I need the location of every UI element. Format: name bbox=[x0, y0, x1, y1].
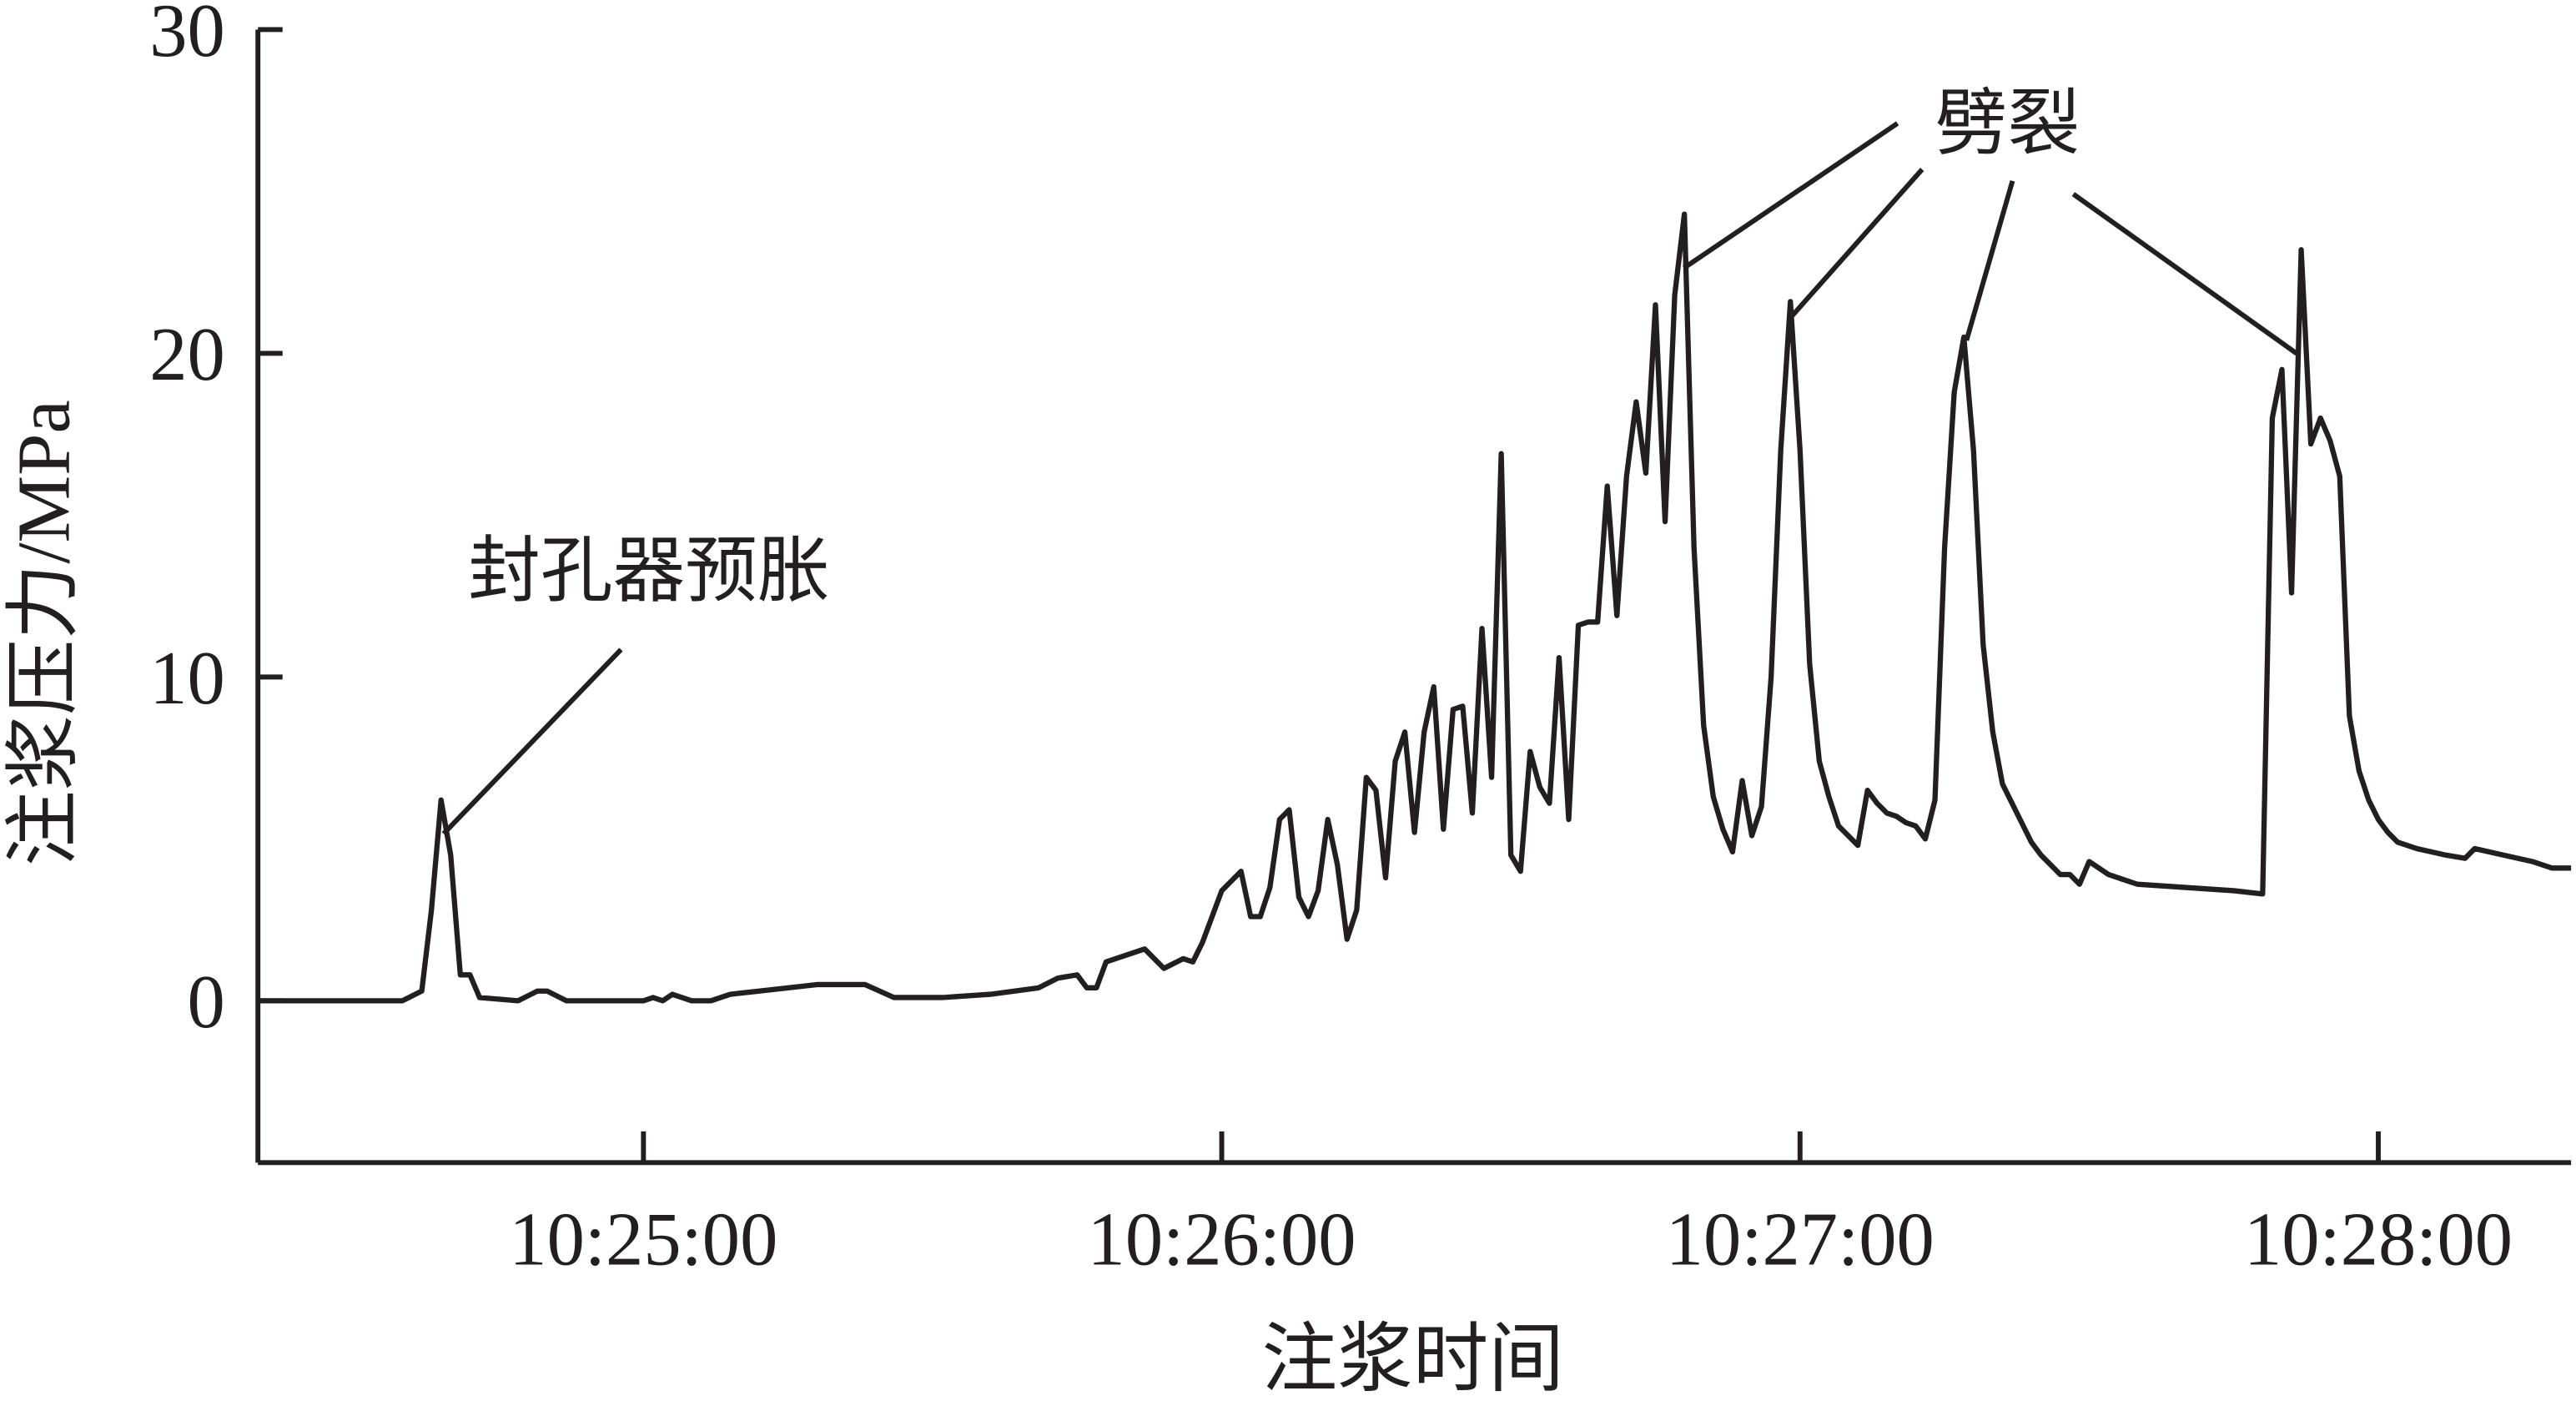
x-tick-label: 10:25:00 bbox=[509, 1197, 777, 1281]
x-tick-label: 10:27:00 bbox=[1666, 1197, 1935, 1281]
leader-line bbox=[2071, 192, 2298, 356]
annotation: 封孔器预胀 bbox=[468, 531, 829, 611]
y-axis-label: 注浆压力/MPa bbox=[2, 400, 86, 866]
annotation: 劈裂 bbox=[1935, 83, 2080, 164]
y-tick-label: 30 bbox=[149, 0, 225, 73]
leader-line bbox=[1682, 121, 1899, 270]
leader-line bbox=[1789, 168, 1924, 320]
x-axis-label: 注浆时间 bbox=[1262, 1317, 1564, 1401]
leader-line bbox=[441, 648, 623, 836]
y-tick-label: 20 bbox=[149, 312, 225, 396]
x-tick-label: 10:28:00 bbox=[2244, 1197, 2513, 1281]
x-tick-label: 10:26:00 bbox=[1088, 1197, 1356, 1281]
y-tick-label: 0 bbox=[188, 960, 225, 1044]
leader-line bbox=[1964, 179, 2015, 341]
y-tick-label: 10 bbox=[149, 636, 225, 720]
data-line bbox=[258, 211, 2572, 1004]
annotation-leaders bbox=[441, 121, 2298, 836]
